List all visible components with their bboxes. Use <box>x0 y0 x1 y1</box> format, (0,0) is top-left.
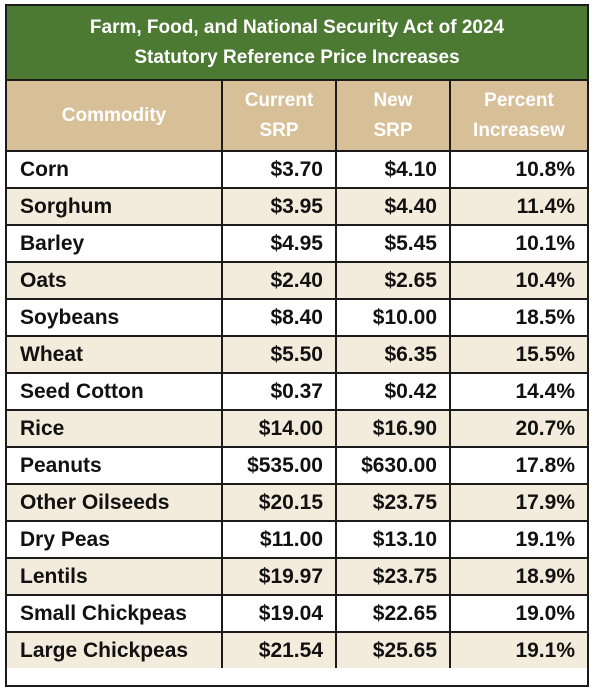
new-srp-cell: $6.35 <box>336 336 451 374</box>
commodity-cell: Rice <box>7 410 223 448</box>
header-current-line2: SRP <box>259 119 299 141</box>
percent-increase-cell: 18.5% <box>450 299 587 337</box>
percent-increase-cell: 20.7% <box>450 410 587 448</box>
commodity-cell: Oats <box>7 262 223 300</box>
current-srp-cell: $19.97 <box>222 558 337 596</box>
table-row: Barley $4.95 $5.45 10.1% <box>7 225 587 263</box>
commodity-cell: Lentils <box>7 558 223 596</box>
percent-increase-cell: 17.8% <box>450 447 587 485</box>
title-line-2: Statutory Reference Price Increases <box>134 47 460 68</box>
commodity-cell: Corn <box>7 151 223 189</box>
commodity-cell: Dry Peas <box>7 521 223 559</box>
srp-table-frame: Farm, Food, and National Security Act of… <box>5 4 589 687</box>
table-row: Peanuts $535.00 $630.00 17.8% <box>7 447 587 485</box>
new-srp-cell: $25.65 <box>336 632 451 668</box>
new-srp-cell: $5.45 <box>336 225 451 263</box>
current-srp-cell: $19.04 <box>222 595 337 633</box>
header-percent-line1: Percent <box>484 89 554 111</box>
commodity-cell: Small Chickpeas <box>7 595 223 633</box>
percent-increase-cell: 10.4% <box>450 262 587 300</box>
percent-increase-cell: 14.4% <box>450 373 587 411</box>
table-row: Oats $2.40 $2.65 10.4% <box>7 262 587 300</box>
commodity-cell: Barley <box>7 225 223 263</box>
current-srp-cell: $3.70 <box>222 151 337 189</box>
commodity-cell: Other Oilseeds <box>7 484 223 522</box>
title-line-1: Farm, Food, and National Security Act of… <box>89 17 505 38</box>
table-row: Dry Peas $11.00 $13.10 19.1% <box>7 521 587 559</box>
current-srp-cell: $20.15 <box>222 484 337 522</box>
table-header: Commodity Current SRP New SRP Percent In… <box>7 81 587 152</box>
table-row: Soybeans $8.40 $10.00 18.5% <box>7 299 587 337</box>
new-srp-cell: $4.40 <box>336 188 451 226</box>
commodity-cell: Large Chickpeas <box>7 632 223 668</box>
new-srp-cell: $0.42 <box>336 373 451 411</box>
header-new-line1: New <box>373 89 413 111</box>
percent-increase-cell: 11.4% <box>450 188 587 226</box>
header-percent-increase: Percent Increasew <box>450 81 587 152</box>
table-title: Farm, Food, and National Security Act of… <box>7 6 587 81</box>
new-srp-cell: $630.00 <box>336 447 451 485</box>
percent-increase-cell: 17.9% <box>450 484 587 522</box>
percent-increase-cell: 19.1% <box>450 632 587 668</box>
percent-increase-cell: 10.8% <box>450 151 587 189</box>
table-row: Small Chickpeas $19.04 $22.65 19.0% <box>7 595 587 633</box>
table-row: Seed Cotton $0.37 $0.42 14.4% <box>7 373 587 411</box>
new-srp-cell: $4.10 <box>336 151 451 189</box>
table-row: Lentils $19.97 $23.75 18.9% <box>7 558 587 596</box>
current-srp-cell: $0.37 <box>222 373 337 411</box>
percent-increase-cell: 19.0% <box>450 595 587 633</box>
commodity-cell: Seed Cotton <box>7 373 223 411</box>
header-commodity: Commodity <box>7 81 223 152</box>
table-row: Other Oilseeds $20.15 $23.75 17.9% <box>7 484 587 522</box>
header-commodity-label: Commodity <box>61 104 167 126</box>
percent-increase-cell: 10.1% <box>450 225 587 263</box>
new-srp-cell: $2.65 <box>336 262 451 300</box>
current-srp-cell: $4.95 <box>222 225 337 263</box>
table-row: Wheat $5.50 $6.35 15.5% <box>7 336 587 374</box>
current-srp-cell: $3.95 <box>222 188 337 226</box>
table-row: Large Chickpeas $21.54 $25.65 19.1% <box>7 632 587 668</box>
commodity-cell: Sorghum <box>7 188 223 226</box>
current-srp-cell: $5.50 <box>222 336 337 374</box>
percent-increase-cell: 18.9% <box>450 558 587 596</box>
commodity-cell: Wheat <box>7 336 223 374</box>
percent-increase-cell: 15.5% <box>450 336 587 374</box>
header-current-line1: Current <box>244 89 314 111</box>
new-srp-cell: $22.65 <box>336 595 451 633</box>
current-srp-cell: $21.54 <box>222 632 337 668</box>
new-srp-cell: $10.00 <box>336 299 451 337</box>
current-srp-cell: $535.00 <box>222 447 337 485</box>
table-row: Sorghum $3.95 $4.40 11.4% <box>7 188 587 226</box>
current-srp-cell: $14.00 <box>222 410 337 448</box>
commodity-cell: Peanuts <box>7 447 223 485</box>
new-srp-cell: $23.75 <box>336 484 451 522</box>
header-current-srp: Current SRP <box>222 81 337 152</box>
new-srp-cell: $16.90 <box>336 410 451 448</box>
current-srp-cell: $8.40 <box>222 299 337 337</box>
commodity-cell: Soybeans <box>7 299 223 337</box>
current-srp-cell: $11.00 <box>222 521 337 559</box>
new-srp-cell: $13.10 <box>336 521 451 559</box>
header-percent-line2: Increasew <box>473 119 565 141</box>
table-row: Rice $14.00 $16.90 20.7% <box>7 410 587 448</box>
current-srp-cell: $2.40 <box>222 262 337 300</box>
table-row: Corn $3.70 $4.10 10.8% <box>7 151 587 189</box>
percent-increase-cell: 19.1% <box>450 521 587 559</box>
header-new-line2: SRP <box>373 119 413 141</box>
srp-table: Commodity Current SRP New SRP Percent In… <box>7 81 587 668</box>
table-body: Corn $3.70 $4.10 10.8% Sorghum $3.95 $4.40 11.4… <box>7 151 587 668</box>
header-new-srp: New SRP <box>336 81 451 152</box>
header-row: Commodity Current SRP New SRP Percent In… <box>7 81 587 152</box>
new-srp-cell: $23.75 <box>336 558 451 596</box>
